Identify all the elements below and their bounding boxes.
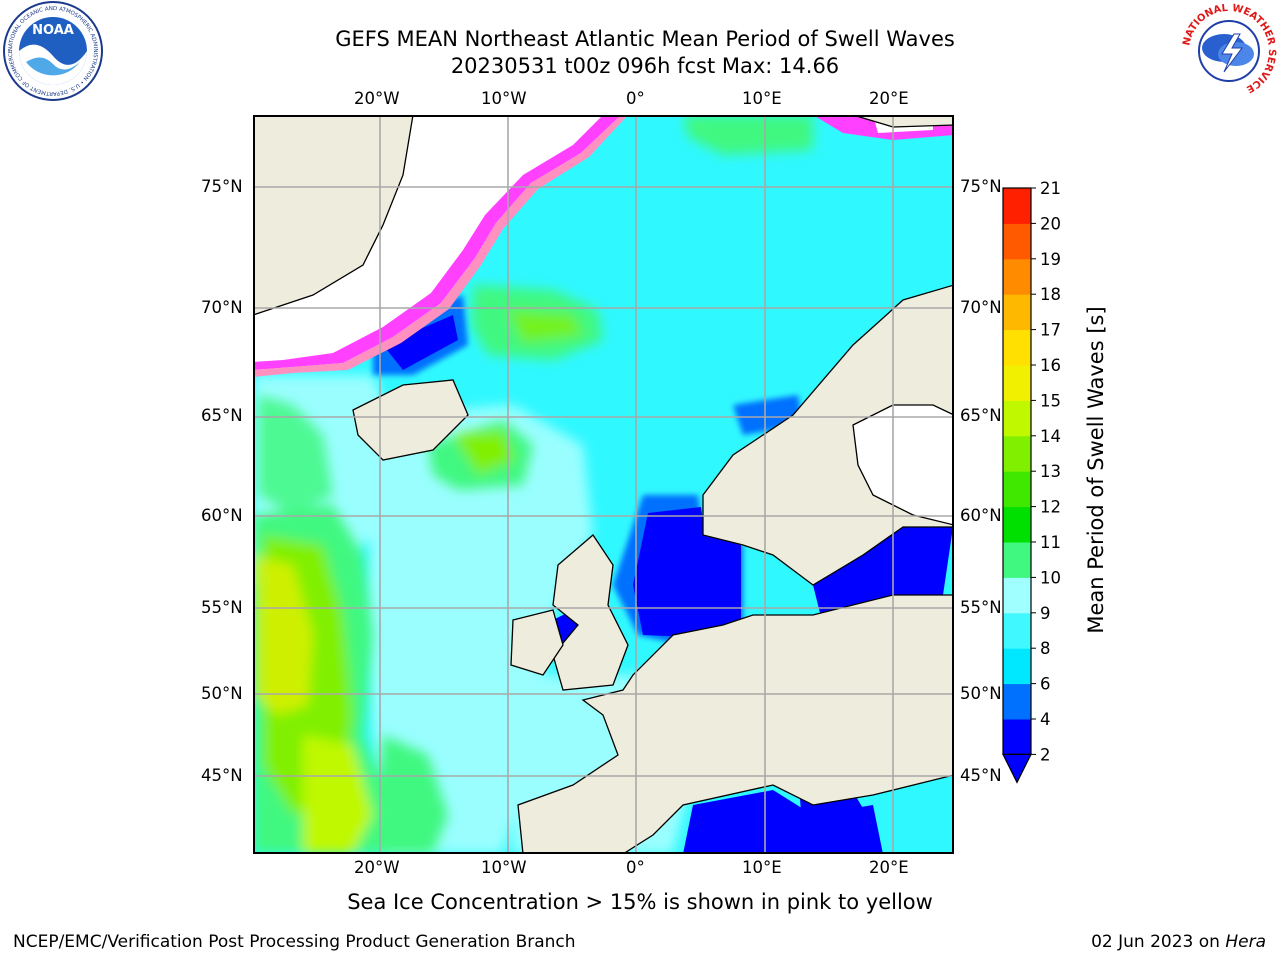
colorbar-segment xyxy=(1003,365,1031,401)
colorbar-tick-label: 14 xyxy=(1040,427,1061,446)
colorbar-segment xyxy=(1003,612,1031,649)
lat-label-right-50n: 50°N xyxy=(960,684,1002,703)
colorbar-segment xyxy=(1003,506,1031,543)
lat-label-left-75n: 75°N xyxy=(201,177,243,196)
colorbar-tick-label: 20 xyxy=(1040,214,1061,233)
colorbar-segment xyxy=(1003,648,1031,685)
colorbar-tick-label: 17 xyxy=(1040,321,1061,340)
colorbar-segment xyxy=(1003,223,1031,260)
sea-ice-note: Sea Ice Concentration > 15% is shown in … xyxy=(347,890,933,914)
colorbar-segment xyxy=(1003,471,1031,508)
footer-date-text: 02 Jun 2023 on xyxy=(1091,932,1226,952)
colorbar-segment xyxy=(1003,188,1031,224)
colorbar-tick-label: 8 xyxy=(1040,639,1051,658)
footer-host: Hera xyxy=(1225,932,1266,952)
colorbar-tick-label: 11 xyxy=(1040,533,1061,552)
lat-label-right-55n: 55°N xyxy=(960,598,1002,617)
lon-label-top-10w: 10°W xyxy=(481,89,527,108)
lat-label-left-65n: 65°N xyxy=(201,406,243,425)
lat-label-right-65n: 65°N xyxy=(960,406,1002,425)
colorbar-tick-label: 4 xyxy=(1040,710,1051,729)
colorbar-label: Mean Period of Swell Waves [s] xyxy=(1084,306,1108,634)
footer-date: 02 Jun 2023 on Hera xyxy=(1091,932,1266,952)
lon-label-bottom-0: 0° xyxy=(626,858,645,877)
colorbar-segment xyxy=(1003,294,1031,331)
lon-label-bottom-20w: 20°W xyxy=(354,858,400,877)
lon-label-top-0: 0° xyxy=(626,89,645,108)
colorbar-segment xyxy=(1003,683,1031,720)
colorbar-segment xyxy=(1003,258,1031,295)
graticule xyxy=(253,115,954,854)
land-iceland xyxy=(352,379,469,461)
map-frame xyxy=(253,115,954,854)
land-greenland xyxy=(253,115,414,316)
colorbar-tick-label: 18 xyxy=(1040,285,1061,304)
land-europe xyxy=(517,594,954,854)
colorbar-tick-label: 6 xyxy=(1040,675,1051,694)
colorbar-tick-label: 15 xyxy=(1040,391,1061,410)
colorbar-segment xyxy=(1003,577,1031,614)
lon-label-top-10e: 10°E xyxy=(742,89,782,108)
colorbar-tick-label: 21 xyxy=(1040,180,1061,198)
chart-title: GEFS MEAN Northeast Atlantic Mean Period… xyxy=(335,27,955,51)
colorbar-segment xyxy=(1003,719,1031,755)
lat-label-left-55n: 55°N xyxy=(201,598,243,617)
lon-label-bottom-10e: 10°E xyxy=(742,858,782,877)
colorbar-segment xyxy=(1003,435,1031,472)
colorbar-tick-label: 16 xyxy=(1040,356,1061,375)
nws-logo: NATIONAL WEATHER SERVICE xyxy=(1180,2,1278,100)
colorbar-tick-label: 9 xyxy=(1040,604,1051,623)
colorbar: 2 4 6 8 9 10 11 12 13 14 15 16 17 18 19 20 21 xyxy=(1002,180,1061,784)
lat-label-left-45n: 45°N xyxy=(201,766,243,785)
lat-label-right-75n: 75°N xyxy=(960,177,1002,196)
lon-label-top-20e: 20°E xyxy=(869,89,909,108)
colorbar-tick-label: 19 xyxy=(1040,250,1061,269)
colorbar-tick-label: 10 xyxy=(1040,568,1061,587)
colorbar-tick-label: 2 xyxy=(1040,745,1051,764)
lat-label-right-45n: 45°N xyxy=(960,766,1002,785)
gulf-of-bothnia-ice-free-white xyxy=(852,404,954,526)
colorbar-segment xyxy=(1003,400,1031,437)
colorbar-segment xyxy=(1003,329,1031,366)
swell-period-map xyxy=(253,115,954,854)
chart-subtitle: 20230531 t00z 096h fcst Max: 14.66 xyxy=(450,54,840,78)
lat-label-left-60n: 60°N xyxy=(201,506,243,525)
lon-label-bottom-10w: 10°W xyxy=(481,858,527,877)
lon-label-bottom-20e: 20°E xyxy=(869,858,909,877)
colorbar-segment xyxy=(1003,542,1031,578)
land-great-britain xyxy=(552,534,629,691)
noaa-logo-text: NOAA xyxy=(32,23,74,38)
lat-label-right-60n: 60°N xyxy=(960,506,1002,525)
land-svalbard xyxy=(852,115,954,128)
lat-label-left-50n: 50°N xyxy=(201,684,243,703)
lat-label-left-70n: 70°N xyxy=(201,298,243,317)
footer-credit: NCEP/EMC/Verification Post Processing Pr… xyxy=(13,932,576,952)
colorbar-extend-arrow xyxy=(1002,753,1032,784)
lon-label-top-20w: 20°W xyxy=(354,89,400,108)
lat-label-right-70n: 70°N xyxy=(960,298,1002,317)
colorbar-tick-label: 13 xyxy=(1040,462,1061,481)
noaa-logo: NATIONAL OCEANIC AND ATMOSPHERIC ADMINIS… xyxy=(3,1,103,101)
land-ireland xyxy=(510,609,564,676)
swell-green-areas xyxy=(253,115,813,854)
colorbar-tick-label: 12 xyxy=(1040,498,1061,517)
